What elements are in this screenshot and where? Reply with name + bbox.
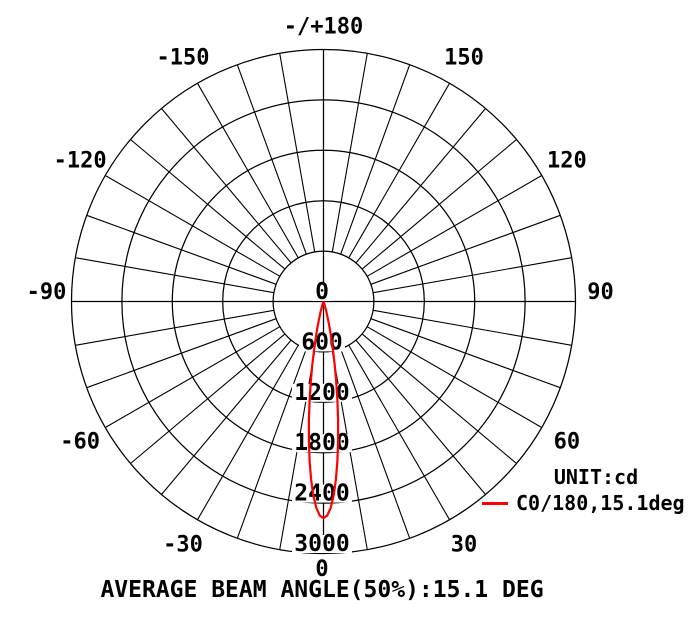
grid-spoke [361,139,517,270]
angle-label: -60 [60,430,100,455]
legend-series-label: C0/180,15.1deg [516,491,685,515]
legend: C0/180,15.1deg [482,492,685,514]
grid-spoke [236,64,307,255]
grid-spoke [75,257,274,294]
grid-spoke [130,333,286,464]
radial-tick-label: 1800 [294,430,349,456]
grid-spoke [105,175,281,277]
grid-spoke [340,64,411,255]
grid-spoke [130,139,286,270]
grid-spoke [370,318,561,389]
angle-label: 0 [315,557,328,582]
legend-line-swatch [482,501,508,505]
radial-tick-label: 3000 [294,531,349,557]
grid-spoke [105,326,281,428]
beam-curve [307,300,340,520]
angle-label: -90 [27,280,67,305]
radial-tick-bg [292,535,352,553]
unit-label: UNIT:cd [553,465,639,489]
angle-label: 120 [547,149,587,174]
angle-label: 30 [451,532,478,557]
angle-label: 150 [444,46,484,71]
radial-tick-label: 1200 [294,380,349,406]
grid-spoke [197,344,299,520]
grid-spoke [366,175,542,277]
radial-tick-label: 2400 [294,481,349,507]
grid-spoke [370,214,561,285]
radial-tick-bg [313,283,331,301]
grid-spoke [373,257,572,294]
angle-label: 90 [587,280,614,305]
angle-label: -30 [163,532,203,557]
grid-spoke [236,348,307,539]
grid-spoke [361,333,517,464]
grid-spoke [355,108,486,264]
grid-spoke [373,309,572,346]
grid-spoke [161,108,292,264]
grid-spoke [197,83,299,259]
angle-label: -150 [157,46,210,71]
radial-tick-label: 600 [301,329,343,355]
grid-spoke [86,214,277,285]
grid-spoke [348,344,450,520]
radial-tick-label: 0 [315,279,329,305]
grid-spoke [331,53,368,252]
grid-spoke [340,348,411,539]
angle-label: -120 [54,149,107,174]
grid-spoke [75,309,274,346]
grid-spoke [348,83,450,259]
grid-spoke [86,318,277,389]
grid-spoke [279,53,316,252]
grid-spoke [366,326,542,428]
angle-label: -/+180 [284,15,363,40]
chart-title: AVERAGE BEAM ANGLE(50%):15.1 DEG [100,577,544,603]
grid-spoke [355,339,486,495]
angle-label: 60 [554,430,581,455]
grid-spoke [161,339,292,495]
radial-tick-bg [292,484,352,503]
